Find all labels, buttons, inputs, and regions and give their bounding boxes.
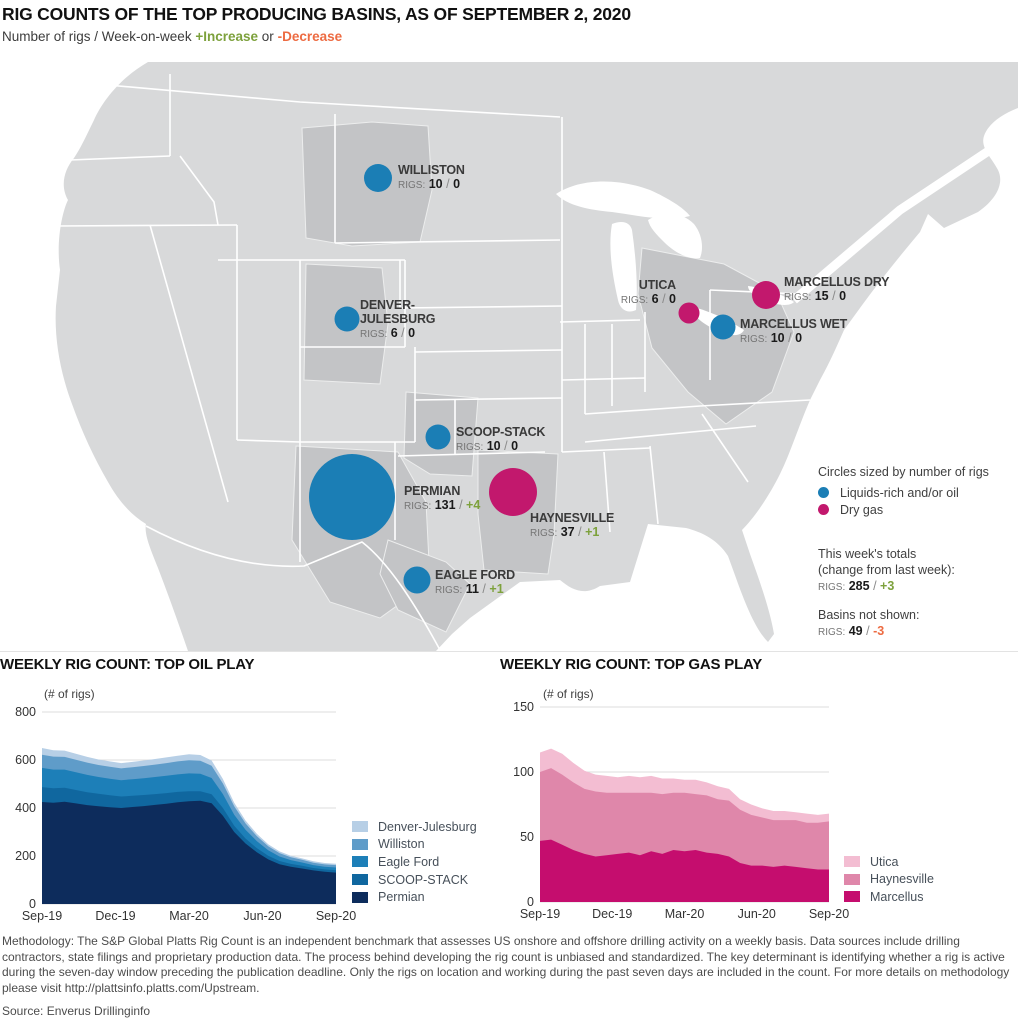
legend-swatch-icon (352, 838, 368, 850)
header: RIG COUNTS OF THE TOP PRODUCING BASINS, … (0, 0, 1018, 44)
footer: Methodology: The S&P Global Platts Rig C… (0, 934, 1014, 1018)
svg-text:800: 800 (15, 705, 36, 719)
oil-chart-title: WEEKLY RIG COUNT: TOP OIL PLAY (0, 656, 255, 673)
gas-chart-title: WEEKLY RIG COUNT: TOP GAS PLAY (500, 656, 763, 673)
svg-text:Sep-19: Sep-19 (520, 907, 560, 921)
legend-label: Denver-Julesburg (378, 819, 477, 834)
charts-canvas: 0 200 400 600 800 Sep-19 Dec-19 Mar-20 Jun-20 Sep… (15, 700, 849, 923)
svg-text:Jun-20: Jun-20 (243, 909, 281, 923)
basin-label-marcellus-wet: MARCELLUS WET RIGS: 10 / 0 (740, 317, 848, 345)
legend-label: Permian (378, 890, 425, 905)
basin-label-permian: PERMIAN RIGS: 131 / +4 (404, 484, 481, 512)
svg-text:Sep-19: Sep-19 (22, 909, 62, 923)
legend-swatch-icon (352, 856, 368, 868)
gas-chart-units: (# of rigs) (543, 687, 594, 701)
svg-text:50: 50 (520, 830, 534, 844)
us-basin-map: WILLISTON RIGS: 10 / 0 DENVER-JULESBURG … (0, 62, 1018, 652)
oil-chart-units: (# of rigs) (44, 687, 95, 701)
page-title: RIG COUNTS OF THE TOP PRODUCING BASINS, … (2, 4, 631, 24)
legend-label: Marcellus (870, 889, 924, 904)
legend-item: SCOOP-STACK (352, 871, 477, 889)
source-text: Source: Enverus Drillinginfo (2, 1004, 151, 1018)
svg-text:400: 400 (15, 801, 36, 815)
basin-circle-scoop-stack (425, 424, 451, 450)
basin-circle-permian (309, 454, 395, 540)
us-map-canvas (55, 62, 1018, 651)
svg-text:0: 0 (527, 895, 534, 909)
legend-swatch-icon (844, 873, 860, 885)
or-text: or (261, 29, 274, 44)
basin-circles (309, 164, 780, 594)
legend-item-oil: Liquids-rich and/or oil (818, 484, 989, 501)
subtitle-prefix: Number of rigs / Week-on-week (2, 29, 192, 44)
svg-text:150: 150 (513, 700, 534, 714)
legend-label: SCOOP-STACK (378, 872, 469, 887)
subtitle: Number of rigs / Week-on-week +Increase … (2, 29, 1018, 44)
basin-label-scoop-stack: SCOOP-STACK RIGS: 10 / 0 (456, 425, 546, 453)
legend-swatch-icon (352, 821, 368, 833)
basin-circle-marcellus-dry (752, 281, 780, 309)
svg-text:Sep-20: Sep-20 (809, 907, 849, 921)
legend-label: Utica (870, 854, 899, 869)
svg-text:Dec-19: Dec-19 (592, 907, 632, 921)
gas-chart-legend: Utica Haynesville Marcellus (844, 853, 934, 906)
basin-circle-utica (678, 302, 700, 324)
decrease-key: -Decrease (277, 29, 343, 44)
svg-text:600: 600 (15, 753, 36, 767)
legend-sizing-note: Circles sized by number of rigs (818, 465, 989, 479)
basin-label-utica: UTICA RIGS: 6 / 0 (620, 278, 676, 306)
state-borders (56, 74, 811, 651)
basins-not-shown: Basins not shown: RIGS: 49 / -3 (818, 608, 920, 638)
charts-section: 0 200 400 600 800 Sep-19 Dec-19 Mar-20 Jun-20 Sep… (0, 651, 1018, 930)
legend-swatch-icon (844, 856, 860, 868)
legend-label: Williston (378, 837, 425, 852)
legend-item: Williston (352, 836, 477, 854)
basin-circle-eagle-ford (403, 566, 431, 594)
methodology-text: Methodology: The S&P Global Platts Rig C… (2, 934, 1010, 995)
basin-label-eagle-ford: EAGLE FORD RIGS: 11 / +1 (435, 568, 515, 596)
legend-item-gas: Dry gas (818, 501, 989, 518)
svg-text:Sep-20: Sep-20 (316, 909, 356, 923)
legend-swatch-icon (844, 891, 860, 903)
svg-text:Dec-19: Dec-19 (95, 909, 135, 923)
svg-text:0: 0 (29, 897, 36, 911)
gas-dot-icon (818, 504, 829, 515)
svg-text:100: 100 (513, 765, 534, 779)
svg-text:Jun-20: Jun-20 (738, 907, 776, 921)
svg-text:200: 200 (15, 849, 36, 863)
basin-label-williston: WILLISTON RIGS: 10 / 0 (398, 163, 465, 191)
legend-item: Denver-Julesburg (352, 818, 477, 836)
basin-circle-williston (364, 164, 392, 192)
weekly-totals: This week's totals (change from last wee… (818, 547, 955, 593)
basin-circle-denver-julesburg (334, 306, 360, 332)
legend-swatch-icon (352, 891, 368, 903)
basin-label-marcellus-dry: MARCELLUS DRY RIGS: 15 / 0 (784, 275, 890, 303)
oil-chart-legend: Denver-Julesburg Williston Eagle Ford SCOOP… (352, 818, 477, 906)
legend-item: Haynesville (844, 871, 934, 889)
basin-label-denver-julesburg: DENVER-JULESBURG RIGS: 6 / 0 (360, 298, 436, 340)
legend-item: Marcellus (844, 888, 934, 906)
legend-item: Utica (844, 853, 934, 871)
oil-dot-icon (818, 487, 829, 498)
legend-item: Eagle Ford (352, 853, 477, 871)
basin-circle-marcellus-wet (710, 314, 736, 340)
svg-text:Mar-20: Mar-20 (665, 907, 705, 921)
legend-swatch-icon (352, 874, 368, 886)
legend-item: Permian (352, 888, 477, 906)
basin-label-haynesville: HAYNESVILLE RIGS: 37 / +1 (530, 511, 615, 539)
legend-label: Eagle Ford (378, 854, 440, 869)
basin-circle-haynesville (489, 468, 537, 516)
increase-key: +Increase (195, 29, 259, 44)
svg-text:Mar-20: Mar-20 (169, 909, 209, 923)
legend-label: Haynesville (870, 872, 934, 887)
map-legend: Circles sized by number of rigs Liquids-… (818, 465, 989, 518)
